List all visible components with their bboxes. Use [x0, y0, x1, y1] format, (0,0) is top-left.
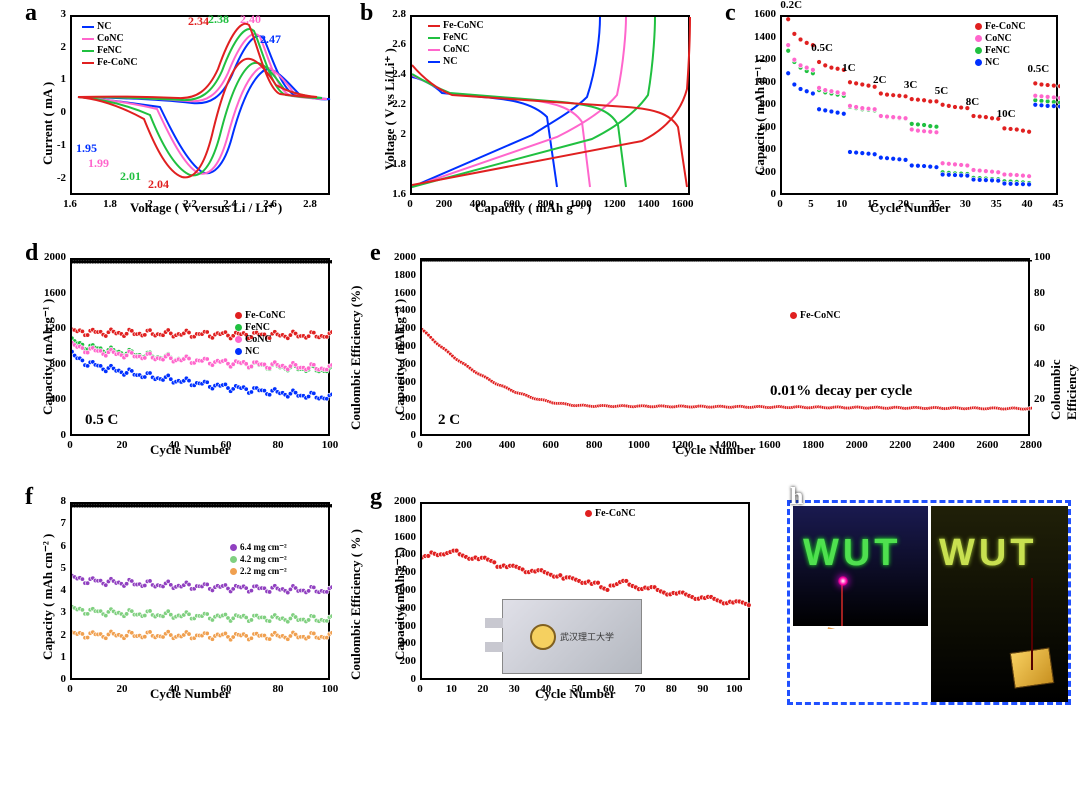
panel-e-rate-annot: 2 C: [438, 412, 460, 429]
panel-c-label: c: [725, 0, 736, 27]
panel-b-label: b: [360, 0, 373, 27]
panel-h-frame: WUT WUT: [787, 500, 1071, 705]
long-cycling-svg: [422, 260, 1032, 438]
panel-f-label: f: [25, 484, 33, 511]
panel-g-plot: 武汉理工大学: [420, 502, 750, 680]
panel-f-ylabel: Capacity ( mAh cm⁻² ): [40, 534, 56, 660]
panel-f-plot: [70, 502, 330, 680]
panel-d-rate-annot: 0.5 C: [85, 412, 118, 429]
figure-root: a b c d e f g h Voltage ( V versus Li / …: [0, 0, 1080, 786]
led-photo-bottom-left: [793, 629, 928, 702]
panel-e-label: e: [370, 240, 381, 267]
panel-g-label: g: [370, 484, 382, 511]
areal-cycling-svg: [72, 504, 332, 682]
panel-e-y2label: Coloumbic Efficiency: [1048, 359, 1080, 420]
panel-a-ylabel: Current ( mA ): [40, 82, 56, 165]
led-photo-right: WUT: [931, 506, 1068, 702]
panel-e-decay-annot: 0.01% decay per cycle: [770, 383, 912, 400]
panel-h-label: h: [790, 484, 803, 511]
cv-curves-svg: [72, 17, 332, 197]
panel-e-legend-feconc: Fe-CoNC: [790, 310, 841, 321]
led-photo-left: WUT: [793, 506, 928, 626]
panel-d-y2label: Coulombic Efficiency (%): [348, 286, 364, 430]
panel-f-y2label: Coulombic Efficiency ( % ): [348, 529, 364, 680]
panel-d-plot: [70, 258, 330, 436]
panel-e-plot: [420, 258, 1030, 436]
pouch-cn-label: 武汉理工大学: [560, 630, 614, 643]
pouch-cell-photo: 武汉理工大学: [502, 599, 642, 674]
panel-g-legend-feconc: Fe-CoNC: [585, 508, 636, 519]
